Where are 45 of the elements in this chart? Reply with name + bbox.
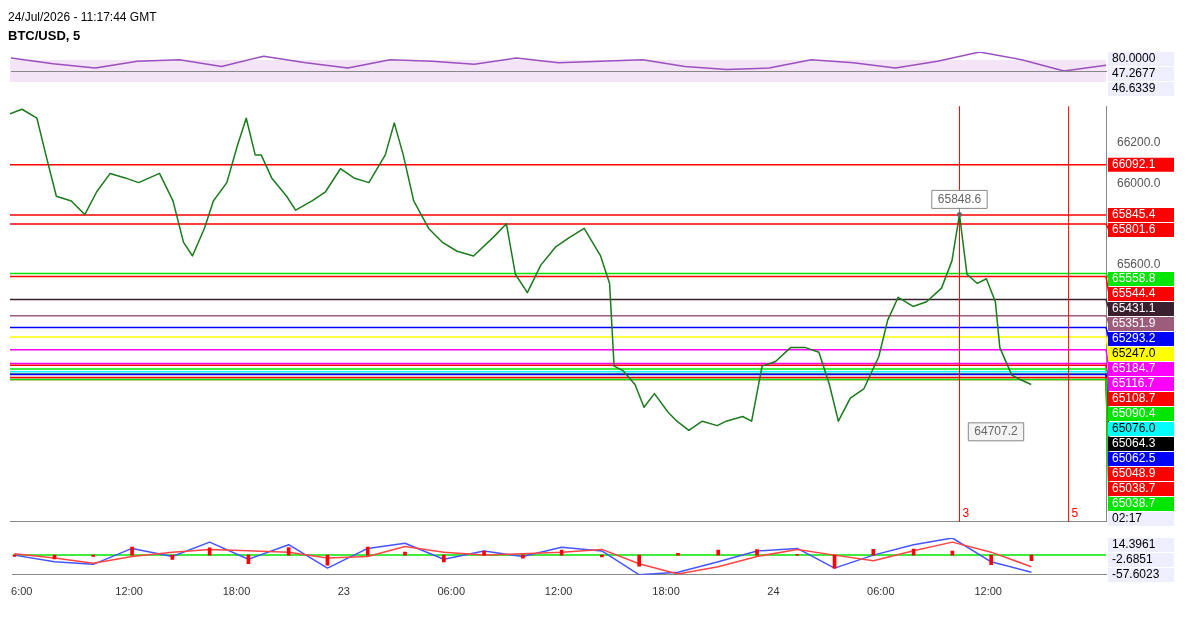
annotation: 65848.6 xyxy=(937,191,982,206)
ref-line-label: 65544.4 xyxy=(1112,286,1156,301)
x-tick-label: 06:00 xyxy=(867,585,895,598)
annotation: 3 xyxy=(962,506,970,521)
ref-line-label: 65108.7 xyxy=(1112,391,1156,406)
ref-line-label: 65116.7 xyxy=(1112,376,1155,391)
chart-subtitle: 24/Jul/2026 - 11:17:44 GMT xyxy=(8,9,158,26)
ref-line-label: 65293.2 xyxy=(1112,331,1156,346)
x-tick-label: 12:00 xyxy=(544,585,573,598)
chart-title: BTC/USD, 5 xyxy=(8,27,82,45)
text: 46.6339 xyxy=(1112,81,1156,96)
ref-line-label: 65062.5 xyxy=(1112,451,1156,466)
ref-line-label: 65801.6 xyxy=(1112,222,1156,237)
ref-line-label: 65038.7 xyxy=(1112,481,1156,496)
ref-line-label: 65090.4 xyxy=(1112,406,1156,421)
ref-line-label: 66092.1 xyxy=(1112,157,1156,172)
x-tick-label: 12:00 xyxy=(974,585,1002,598)
text: -57.6023 xyxy=(1112,567,1160,582)
ref-line-label: 65247.0 xyxy=(1112,346,1156,361)
text: -2.6851 xyxy=(1112,552,1154,567)
text: 02:17 xyxy=(1112,511,1143,526)
ref-line-label: 65064.3 xyxy=(1112,436,1156,451)
ref-line-label: 65845.4 xyxy=(1112,207,1156,222)
y-tick-label: 65600.0 xyxy=(1117,257,1161,272)
ref-line-label: 65184.7 xyxy=(1112,361,1156,376)
x-tick-label: 6:00 xyxy=(11,585,33,598)
ref-line-label: 65431.1 xyxy=(1112,301,1156,316)
x-tick-label: 06:00 xyxy=(437,585,466,598)
ref-line-label: 65038.7 xyxy=(1112,496,1156,511)
y-tick-label: 66000.0 xyxy=(1117,175,1161,190)
x-tick-label: 18:00 xyxy=(652,585,680,598)
ref-line-label: 65048.9 xyxy=(1112,466,1156,481)
ref-line-label: 65558.8 xyxy=(1112,271,1156,286)
ref-line-label: 65351.9 xyxy=(1112,316,1156,331)
annotation: 64707.2 xyxy=(974,424,1019,439)
x-tick-label: 24 xyxy=(767,585,780,598)
ref-line-label: 65076.0 xyxy=(1112,421,1156,436)
text: 47.2677 xyxy=(1112,66,1156,81)
x-tick-label: 12:00 xyxy=(115,585,143,598)
text: 14.3961 xyxy=(1112,537,1156,552)
text: 80.0000 xyxy=(1112,51,1156,66)
x-tick-label: 18:00 xyxy=(222,585,251,598)
x-tick-label: 23 xyxy=(337,585,350,598)
y-tick-label: 66200.0 xyxy=(1117,135,1161,150)
annotation: 5 xyxy=(1071,506,1079,521)
